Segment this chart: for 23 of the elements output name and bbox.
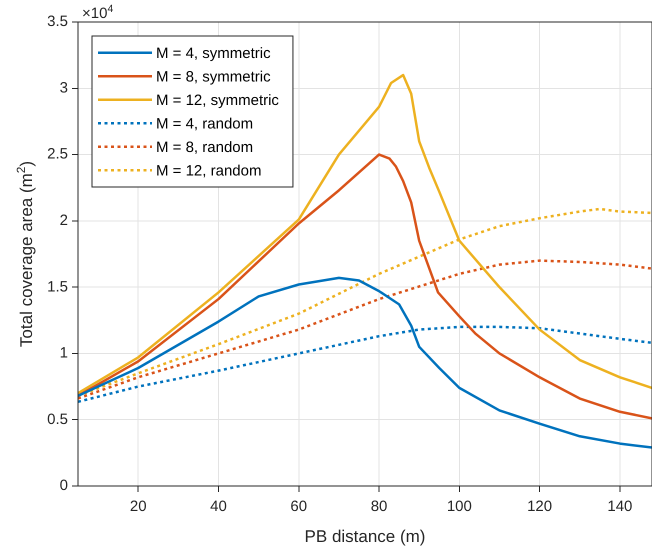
x-tick-label: 40: [210, 498, 227, 516]
y-axis-title: Total coverage area (m2): [14, 160, 36, 348]
legend-label: M = 12, random: [156, 162, 262, 180]
legend-label: M = 12, symmetric: [156, 92, 280, 109]
y-tick-label: 1.5: [47, 278, 68, 296]
x-tick-label: 20: [130, 498, 147, 516]
x-tick-label: 120: [527, 498, 552, 516]
legend-label: M = 4, symmetric: [156, 44, 272, 62]
x-tick-label: 80: [370, 498, 388, 516]
x-axis-title: PB distance (m): [304, 527, 426, 546]
y-tick-label: 3: [60, 79, 68, 96]
y-tick-label: 3.5: [47, 13, 68, 30]
x-tick-label: 140: [607, 498, 632, 516]
x-tick-label: 100: [446, 498, 472, 516]
legend-label: M = 4, random: [156, 115, 254, 132]
y-tick-label: 0: [60, 477, 68, 494]
y-tick-label: 2.5: [47, 146, 68, 163]
y-tick-label: 0.5: [47, 410, 68, 428]
legend-label: M = 8, random: [156, 138, 254, 156]
y-tick-label: 1: [60, 344, 68, 362]
x-tick-label: 60: [290, 498, 308, 516]
legend-label: M = 8, symmetric: [156, 68, 272, 86]
y-tick-label: 2: [60, 212, 68, 229]
